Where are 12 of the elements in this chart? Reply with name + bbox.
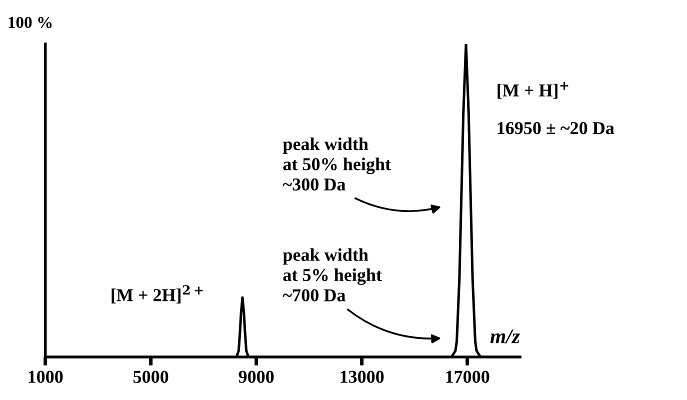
x-axis-title: m/z <box>490 329 520 344</box>
annotation: [M + 2H]$^{2+}$ <box>112 285 203 304</box>
x-tick-label: 17000 <box>446 370 490 383</box>
x-tick-label: 1000 <box>28 370 63 383</box>
x-tick-label: 13000 <box>340 370 384 383</box>
annotation: peak width at 5% height ~700 Da <box>282 248 382 302</box>
x-tick-label: 9000 <box>238 370 274 383</box>
annotation: [M + H]$^{+}$ <box>498 82 568 99</box>
text: 100 % <box>8 16 52 28</box>
annotation: 16950 ± ~20 Da <box>498 122 614 134</box>
annotation: peak width at 50% height ~300 Da <box>282 137 391 191</box>
x-tick-label: 5000 <box>134 370 168 383</box>
